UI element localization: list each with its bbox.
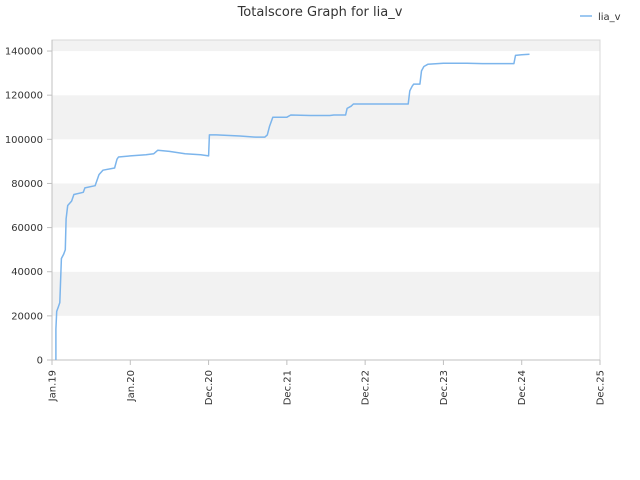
y-tick-label: 80000: [11, 179, 43, 190]
y-tick-label: 100000: [5, 135, 43, 146]
grid-band: [52, 40, 600, 52]
y-tick-label: 120000: [5, 91, 43, 102]
grid-band: [52, 183, 600, 228]
y-tick-label: 20000: [11, 311, 43, 322]
x-tick-label: Dec.20: [204, 370, 215, 405]
y-axis: 0 20000 40000 60000 80000 100000 120000 140000: [5, 40, 53, 367]
plot-bands: [51, 39, 601, 361]
x-tick-label: Dec.21: [282, 370, 293, 405]
y-tick-label: 0: [37, 356, 43, 367]
grid-band: [52, 51, 600, 96]
grid-band: [52, 227, 600, 272]
x-tick-label: Jan.19: [48, 370, 59, 402]
y-tick-label: 60000: [11, 223, 43, 234]
series-line-lia_v[interactable]: [55, 53, 530, 360]
x-tick-label: Jan.20: [126, 370, 137, 402]
chart-title: Totalscore Graph for lia_v: [237, 5, 403, 20]
y-tick-label: 140000: [5, 47, 43, 58]
legend[interactable]: lia_v: [580, 12, 621, 23]
grid-band: [52, 139, 600, 184]
x-axis: Jan.19 Jan.20 Dec.20 Dec.21 Dec.22 Dec.23 Dec.…: [48, 359, 607, 405]
y-tick-label: 40000: [11, 267, 43, 278]
grid-band: [52, 95, 600, 140]
legend-label: lia_v: [598, 12, 621, 23]
x-tick-label: Dec.24: [517, 370, 528, 405]
grid-band: [52, 271, 600, 316]
x-tick-label: Dec.25: [596, 370, 607, 405]
series-area: [55, 53, 530, 360]
grid-band: [52, 315, 600, 360]
x-tick-label: Dec.22: [361, 370, 372, 405]
x-tick-label: Dec.23: [439, 370, 450, 405]
